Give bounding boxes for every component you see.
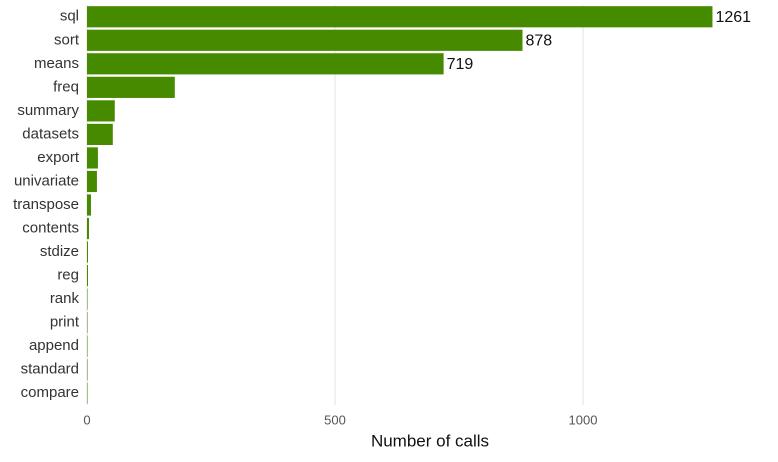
- value-label: 719: [447, 56, 474, 73]
- bar: [87, 6, 713, 28]
- value-label: 878: [525, 33, 552, 50]
- x-tick-label: 1000: [569, 412, 598, 427]
- y-tick-label: append: [29, 337, 79, 354]
- y-tick-label: sort: [54, 31, 80, 48]
- y-tick-label: export: [37, 149, 80, 166]
- y-tick-label: print: [50, 314, 80, 331]
- value-label: 1261: [715, 9, 751, 26]
- x-axis-title: Number of calls: [371, 431, 489, 450]
- bar: [87, 241, 88, 263]
- y-tick-label: summary: [17, 102, 79, 119]
- y-tick-label: stdize: [40, 243, 79, 260]
- x-tick-label: 0: [83, 412, 90, 427]
- y-tick-label: reg: [57, 267, 79, 284]
- bar: [87, 194, 91, 216]
- y-tick-label: univariate: [14, 172, 79, 189]
- y-tick-label: freq: [53, 78, 79, 95]
- bar: [87, 147, 98, 169]
- y-tick-label: rank: [50, 290, 80, 307]
- bar: [87, 123, 113, 145]
- y-tick-label: transpose: [13, 196, 79, 213]
- y-tick-label: datasets: [22, 125, 79, 142]
- y-tick-label: sql: [60, 8, 79, 25]
- bar: [87, 100, 115, 122]
- bar: [87, 53, 444, 75]
- bar: [87, 29, 523, 51]
- y-tick-label: contents: [22, 219, 79, 236]
- y-tick-label: means: [34, 55, 79, 72]
- bar: [87, 76, 175, 98]
- bar: [87, 217, 89, 240]
- x-tick-label: 500: [324, 412, 346, 427]
- bar: [87, 170, 97, 193]
- y-tick-label: compare: [21, 384, 79, 401]
- bar: [87, 265, 88, 287]
- y-tick-label: standard: [21, 361, 79, 378]
